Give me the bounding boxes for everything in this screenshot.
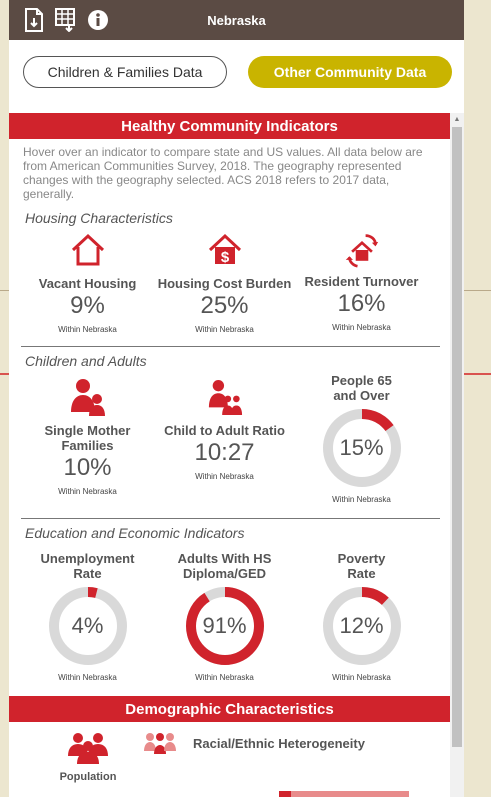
heterogeneity-label: Racial/Ethnic Heterogeneity — [193, 736, 365, 751]
panel-title: Nebraska — [207, 12, 266, 28]
indicator-label: Child to Adult Ratio — [164, 423, 285, 438]
indicator-label: Housing Cost Burden — [157, 276, 292, 291]
scroll-thumb[interactable] — [452, 127, 462, 747]
scroll-up-icon[interactable]: ▲ — [453, 115, 461, 123]
family-group-icon — [207, 379, 243, 415]
indicator-label: Poverty Rate — [337, 551, 386, 581]
donut-chart: 15% — [321, 407, 403, 489]
donut-value: 15% — [339, 435, 384, 460]
house-cycle-icon — [344, 232, 380, 268]
indicators-scroll-area[interactable]: Healthy Community Indicators Hover over … — [9, 113, 450, 797]
indicator-housing-cost-burden[interactable]: $ Housing Cost Burden 25% Within Nebrask… — [156, 232, 293, 334]
info-icon[interactable] — [87, 8, 109, 32]
indicator-resident-turnover[interactable]: Resident Turnover 16% Within Nebraska — [293, 232, 430, 334]
indicator-note: Within Nebraska — [58, 325, 117, 334]
donut-fill — [322, 409, 401, 487]
data-tabs: Children & Families Data Other Community… — [9, 40, 464, 88]
heterogeneity-bar — [279, 791, 409, 797]
population-group-icon — [66, 732, 110, 769]
indicator-child-adult-ratio[interactable]: Child to Adult Ratio 10:27 Within Nebras… — [156, 373, 293, 504]
donut-svg — [48, 587, 127, 665]
indicator-vacant-housing[interactable]: Vacant Housing 9% Within Nebraska — [19, 232, 156, 334]
healthy-indicators-header: Healthy Community Indicators — [9, 113, 450, 139]
donut-svg — [185, 587, 264, 665]
panel-header: Nebraska — [9, 0, 464, 40]
section-divider — [21, 518, 440, 519]
indicator-value: 10:27 — [194, 439, 255, 466]
house-dollar-icon: $ — [207, 232, 243, 268]
education-row: Unemployment Rate 4% Within Nebraska Adu… — [9, 551, 450, 682]
mother-child-icon — [70, 379, 106, 416]
heterogeneity-group-icon — [143, 732, 177, 761]
indicator-note: Within Nebraska — [332, 323, 391, 332]
donut-svg — [322, 587, 401, 665]
indicator-label: Resident Turnover — [304, 274, 419, 289]
indicator-label: People 65 and Over — [331, 373, 392, 403]
indicator-value: 16% — [337, 290, 386, 317]
indicator-label: Adults With HS Diploma/GED — [177, 551, 272, 581]
indicator-people-65[interactable]: People 65 and Over 15% Within Nebraska — [293, 373, 430, 504]
tab-children-families[interactable]: Children & Families Data — [23, 56, 227, 88]
donut-value: 4% — [71, 613, 104, 638]
indicator-value: 25% — [200, 292, 249, 319]
data-panel: Nebraska Children & Families Data Other … — [9, 0, 464, 797]
table-download-icon[interactable] — [55, 8, 77, 32]
indicator-note: Within Nebraska — [58, 487, 117, 496]
house-icon — [70, 232, 106, 268]
svg-text:$: $ — [220, 249, 229, 266]
indicator-note: Within Nebraska — [195, 673, 254, 682]
donut-value: 12% — [339, 613, 384, 638]
pdf-download-icon[interactable] — [23, 8, 45, 32]
indicator-single-mother[interactable]: Single Mother Families 10% Within Nebras… — [19, 373, 156, 504]
indicator-note: Within Nebraska — [58, 673, 117, 682]
section-divider — [21, 346, 440, 347]
panel-scrollbar[interactable]: ▲ — [450, 113, 464, 797]
housing-row: Vacant Housing 9% Within Nebraska $ Hous… — [9, 232, 450, 334]
indicator-label: Single Mother Families — [44, 423, 131, 453]
indicator-poverty-rate[interactable]: Poverty Rate 12% Within Nebraska — [293, 551, 430, 682]
donut-chart: 4% — [47, 585, 129, 667]
donut-chart: 91% — [184, 585, 266, 667]
donut-value: 91% — [202, 613, 247, 638]
indicator-value: 9% — [70, 292, 105, 319]
children-row: Single Mother Families 10% Within Nebras… — [9, 373, 450, 504]
donut-svg — [322, 409, 401, 487]
population-label: Population — [59, 771, 117, 783]
education-group-title: Education and Economic Indicators — [25, 525, 245, 541]
demographic-header: Demographic Characteristics — [9, 696, 450, 722]
donut-chart: 12% — [321, 585, 403, 667]
housing-group-title: Housing Characteristics — [25, 210, 173, 226]
donut-fill — [322, 587, 401, 665]
indicator-note: Within Nebraska — [195, 325, 254, 334]
children-group-title: Children and Adults — [25, 353, 147, 369]
donut-fill — [48, 587, 127, 665]
population-indicator[interactable]: Population — [60, 732, 116, 783]
intro-text: Hover over an indicator to compare state… — [23, 145, 423, 201]
demographic-row: Population Racial/Ethnic Heterogeneity — [9, 722, 450, 783]
heterogeneity-bar-segment — [279, 791, 291, 797]
indicator-unemployment[interactable]: Unemployment Rate 4% Within Nebraska — [19, 551, 156, 682]
indicator-label: Vacant Housing — [38, 276, 137, 291]
donut-fill — [185, 587, 264, 665]
indicator-note: Within Nebraska — [332, 673, 391, 682]
indicator-hs-diploma[interactable]: Adults With HS Diploma/GED 91% Within Ne… — [156, 551, 293, 682]
indicator-note: Within Nebraska — [195, 472, 254, 481]
indicator-value: 10% — [63, 454, 112, 481]
indicator-label: Unemployment Rate — [40, 551, 135, 581]
indicator-note: Within Nebraska — [332, 495, 391, 504]
tab-other-community[interactable]: Other Community Data — [248, 56, 452, 88]
